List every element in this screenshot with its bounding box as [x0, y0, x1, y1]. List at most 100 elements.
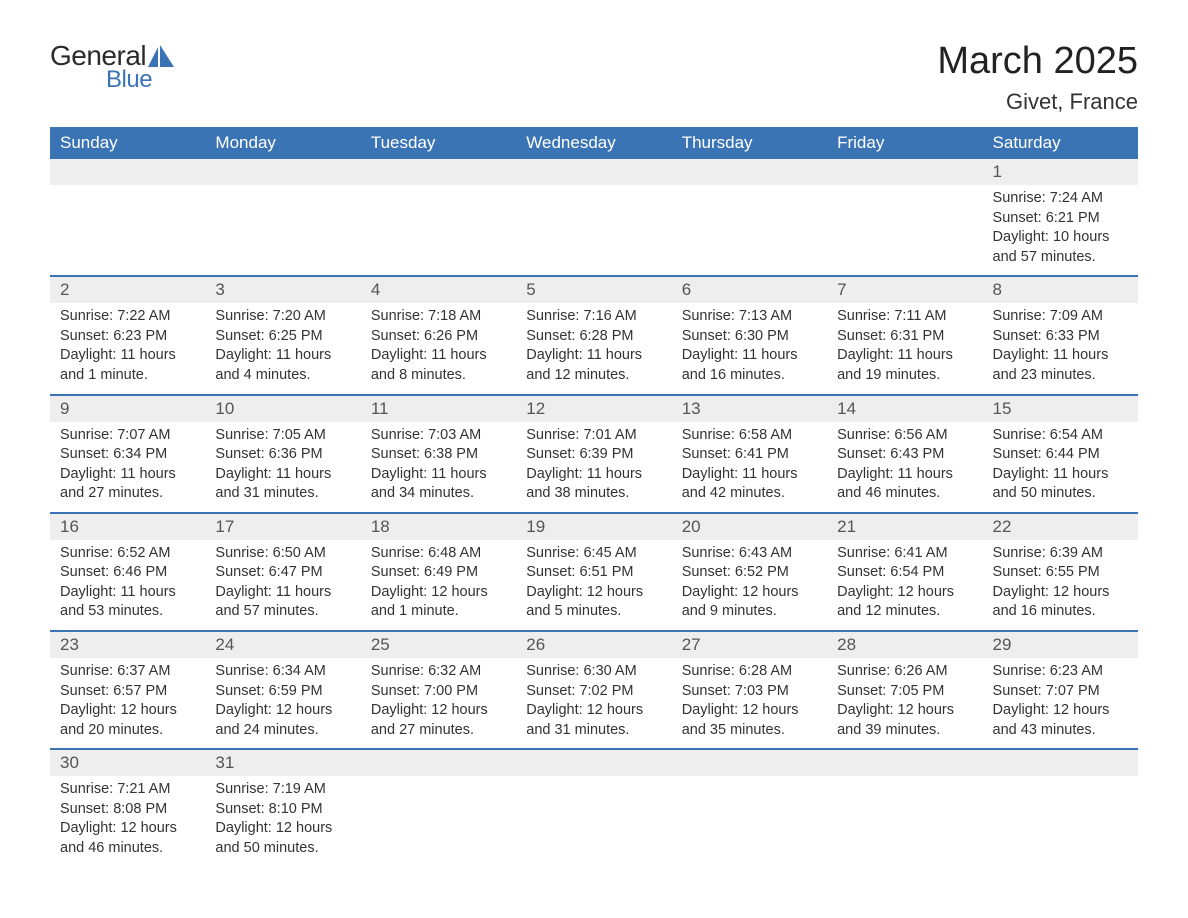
day-number-cell: 28: [827, 631, 982, 658]
daylight-text: Daylight: 12 hours and 9 minutes.: [682, 583, 817, 622]
day-header: Wednesday: [516, 127, 671, 159]
daylight-text: Daylight: 12 hours and 1 minute.: [371, 583, 506, 622]
daylight-text: Daylight: 11 hours and 42 minutes.: [682, 465, 817, 504]
day-data-cell: Sunrise: 7:19 AMSunset: 8:10 PMDaylight:…: [205, 776, 360, 866]
day-header: Tuesday: [361, 127, 516, 159]
day-number-cell: 19: [516, 513, 671, 540]
sunrise-text: Sunrise: 7:07 AM: [60, 426, 195, 446]
day-data-cell: [827, 776, 982, 866]
sunrise-text: Sunrise: 6:52 AM: [60, 544, 195, 564]
daydata-row: Sunrise: 6:52 AMSunset: 6:46 PMDaylight:…: [50, 540, 1138, 631]
daylight-text: Daylight: 11 hours and 31 minutes.: [215, 465, 350, 504]
day-number-cell: 3: [205, 276, 360, 303]
day-data-cell: Sunrise: 7:20 AMSunset: 6:25 PMDaylight:…: [205, 303, 360, 394]
day-number-cell: [827, 159, 982, 185]
sunset-text: Sunset: 6:39 PM: [526, 445, 661, 465]
sunrise-text: Sunrise: 6:28 AM: [682, 662, 817, 682]
sunrise-text: Sunrise: 7:11 AM: [837, 307, 972, 327]
sunset-text: Sunset: 6:54 PM: [837, 563, 972, 583]
sunrise-text: Sunrise: 7:05 AM: [215, 426, 350, 446]
day-number-cell: [983, 749, 1138, 776]
daylight-text: Daylight: 12 hours and 12 minutes.: [837, 583, 972, 622]
sunrise-text: Sunrise: 7:21 AM: [60, 780, 195, 800]
sunrise-text: Sunrise: 7:22 AM: [60, 307, 195, 327]
sunset-text: Sunset: 6:34 PM: [60, 445, 195, 465]
day-data-cell: [516, 776, 671, 866]
sunrise-text: Sunrise: 6:23 AM: [993, 662, 1128, 682]
day-number-cell: 25: [361, 631, 516, 658]
daynum-row: 23242526272829: [50, 631, 1138, 658]
sunset-text: Sunset: 6:36 PM: [215, 445, 350, 465]
daynum-row: 9101112131415: [50, 395, 1138, 422]
day-data-cell: [50, 185, 205, 276]
day-data-cell: Sunrise: 6:39 AMSunset: 6:55 PMDaylight:…: [983, 540, 1138, 631]
day-data-cell: Sunrise: 7:07 AMSunset: 6:34 PMDaylight:…: [50, 422, 205, 513]
day-number-cell: [827, 749, 982, 776]
sunrise-text: Sunrise: 6:50 AM: [215, 544, 350, 564]
day-data-cell: [983, 776, 1138, 866]
daylight-text: Daylight: 11 hours and 50 minutes.: [993, 465, 1128, 504]
day-number-cell: 8: [983, 276, 1138, 303]
sunrise-text: Sunrise: 7:13 AM: [682, 307, 817, 327]
daylight-text: Daylight: 11 hours and 19 minutes.: [837, 346, 972, 385]
sunset-text: Sunset: 6:55 PM: [993, 563, 1128, 583]
daylight-text: Daylight: 12 hours and 20 minutes.: [60, 701, 195, 740]
sunrise-text: Sunrise: 6:41 AM: [837, 544, 972, 564]
day-header: Saturday: [983, 127, 1138, 159]
daylight-text: Daylight: 11 hours and 27 minutes.: [60, 465, 195, 504]
daylight-text: Daylight: 12 hours and 5 minutes.: [526, 583, 661, 622]
day-number-cell: [672, 749, 827, 776]
sunset-text: Sunset: 6:41 PM: [682, 445, 817, 465]
day-data-cell: Sunrise: 6:48 AMSunset: 6:49 PMDaylight:…: [361, 540, 516, 631]
daylight-text: Daylight: 12 hours and 46 minutes.: [60, 819, 195, 858]
sunrise-text: Sunrise: 7:01 AM: [526, 426, 661, 446]
header: General Blue March 2025 Givet, France: [50, 40, 1138, 115]
day-number-cell: [516, 749, 671, 776]
sunrise-text: Sunrise: 6:45 AM: [526, 544, 661, 564]
day-data-cell: Sunrise: 6:54 AMSunset: 6:44 PMDaylight:…: [983, 422, 1138, 513]
sunset-text: Sunset: 6:33 PM: [993, 327, 1128, 347]
location: Givet, France: [937, 89, 1138, 115]
sunrise-text: Sunrise: 7:03 AM: [371, 426, 506, 446]
sunset-text: Sunset: 6:59 PM: [215, 682, 350, 702]
day-number-cell: 31: [205, 749, 360, 776]
sunset-text: Sunset: 7:03 PM: [682, 682, 817, 702]
day-data-cell: [361, 776, 516, 866]
daydata-row: Sunrise: 7:22 AMSunset: 6:23 PMDaylight:…: [50, 303, 1138, 394]
title-block: March 2025 Givet, France: [937, 40, 1138, 115]
sunset-text: Sunset: 6:21 PM: [993, 209, 1128, 229]
day-number-cell: 13: [672, 395, 827, 422]
sunset-text: Sunset: 6:26 PM: [371, 327, 506, 347]
day-data-cell: Sunrise: 6:37 AMSunset: 6:57 PMDaylight:…: [50, 658, 205, 749]
sail-icon: [148, 45, 174, 67]
sunset-text: Sunset: 6:23 PM: [60, 327, 195, 347]
daylight-text: Daylight: 11 hours and 16 minutes.: [682, 346, 817, 385]
day-number-cell: 27: [672, 631, 827, 658]
logo: General Blue: [50, 40, 174, 94]
day-number-cell: 18: [361, 513, 516, 540]
sunrise-text: Sunrise: 7:18 AM: [371, 307, 506, 327]
day-number-cell: 1: [983, 159, 1138, 185]
day-data-cell: Sunrise: 6:58 AMSunset: 6:41 PMDaylight:…: [672, 422, 827, 513]
daylight-text: Daylight: 12 hours and 27 minutes.: [371, 701, 506, 740]
day-number-cell: [361, 159, 516, 185]
sunrise-text: Sunrise: 7:24 AM: [993, 189, 1128, 209]
day-number-cell: 22: [983, 513, 1138, 540]
day-number-cell: 10: [205, 395, 360, 422]
day-number-cell: [672, 159, 827, 185]
day-number-cell: 23: [50, 631, 205, 658]
sunrise-text: Sunrise: 7:19 AM: [215, 780, 350, 800]
day-data-cell: Sunrise: 6:30 AMSunset: 7:02 PMDaylight:…: [516, 658, 671, 749]
daylight-text: Daylight: 11 hours and 1 minute.: [60, 346, 195, 385]
daylight-text: Daylight: 12 hours and 31 minutes.: [526, 701, 661, 740]
daylight-text: Daylight: 11 hours and 12 minutes.: [526, 346, 661, 385]
day-data-cell: [516, 185, 671, 276]
day-data-cell: Sunrise: 7:13 AMSunset: 6:30 PMDaylight:…: [672, 303, 827, 394]
day-data-cell: Sunrise: 6:28 AMSunset: 7:03 PMDaylight:…: [672, 658, 827, 749]
day-number-cell: 17: [205, 513, 360, 540]
day-data-cell: [672, 776, 827, 866]
calendar-table: Sunday Monday Tuesday Wednesday Thursday…: [50, 127, 1138, 867]
day-number-cell: 26: [516, 631, 671, 658]
sunrise-text: Sunrise: 6:34 AM: [215, 662, 350, 682]
daylight-text: Daylight: 12 hours and 16 minutes.: [993, 583, 1128, 622]
